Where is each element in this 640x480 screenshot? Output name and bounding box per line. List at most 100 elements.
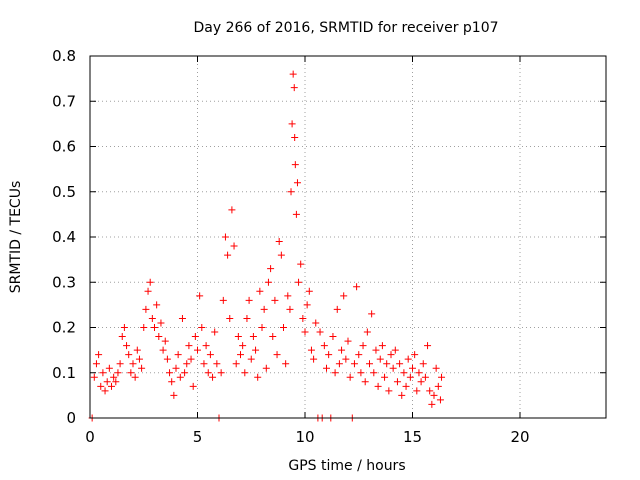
data-point	[301, 328, 309, 336]
tick-labels: 0 5 10 15 20 0 0.1 0.2 0.3 0.4 0.5 0.6 0.7 0.8	[52, 47, 529, 446]
data-point	[174, 351, 182, 359]
y-tick-label: 0.1	[52, 364, 76, 382]
data-point	[151, 324, 158, 331]
data-point	[398, 391, 406, 399]
data-point	[97, 382, 105, 390]
data-point	[234, 333, 242, 341]
y-tick-label: 0.8	[52, 47, 76, 65]
data-point	[239, 342, 247, 350]
data-point	[209, 373, 217, 381]
data-point	[391, 346, 399, 354]
data-point	[320, 342, 328, 350]
data-point	[389, 364, 397, 372]
data-points	[88, 70, 446, 422]
data-point	[189, 382, 197, 390]
data-point	[340, 292, 348, 300]
data-point	[335, 360, 343, 368]
y-tick-label: 0	[66, 409, 76, 427]
data-point	[125, 351, 133, 359]
y-tick-label: 0.3	[52, 273, 76, 291]
data-point	[291, 133, 299, 141]
y-tick-label: 0.2	[52, 319, 76, 337]
data-point	[387, 351, 395, 359]
data-point	[202, 342, 210, 350]
data-point	[361, 378, 369, 386]
data-point	[172, 364, 180, 372]
plot-frame	[89, 55, 607, 419]
data-point	[163, 355, 171, 363]
data-point	[95, 351, 103, 359]
data-point	[90, 373, 98, 381]
data-point	[226, 314, 234, 322]
data-point	[368, 310, 376, 318]
data-point	[230, 242, 238, 250]
data-point	[120, 324, 128, 331]
data-point	[243, 314, 251, 322]
data-point	[108, 382, 115, 390]
data-point	[424, 342, 432, 350]
data-point	[342, 355, 350, 363]
data-point	[219, 296, 227, 304]
data-point	[383, 360, 391, 368]
data-point	[101, 387, 109, 395]
data-point	[262, 364, 270, 372]
x-tick-label: 0	[85, 428, 95, 446]
data-point	[415, 369, 423, 377]
y-tick-label: 0.7	[52, 92, 76, 110]
data-point	[297, 260, 305, 268]
data-point	[277, 251, 285, 259]
data-point	[381, 373, 389, 381]
data-point	[196, 292, 204, 300]
data-point	[374, 382, 382, 390]
data-point	[181, 369, 189, 377]
data-point	[140, 324, 148, 331]
data-point	[191, 333, 199, 341]
data-point	[92, 360, 100, 368]
data-point	[133, 346, 141, 354]
data-point	[299, 314, 307, 322]
data-point	[103, 378, 111, 386]
data-point	[153, 301, 161, 309]
data-point	[183, 360, 191, 368]
data-point	[295, 278, 303, 286]
data-point	[370, 369, 378, 377]
data-point	[413, 387, 421, 395]
data-point	[338, 346, 346, 354]
data-point	[428, 400, 436, 408]
data-point	[333, 305, 341, 313]
data-point	[170, 391, 178, 399]
data-point	[366, 360, 373, 368]
data-point	[289, 70, 297, 78]
data-point	[166, 369, 174, 377]
data-point	[168, 378, 176, 386]
data-point	[385, 387, 393, 395]
axis-ticks	[89, 55, 606, 419]
data-point	[249, 333, 257, 341]
data-point	[288, 120, 296, 128]
data-point	[325, 351, 333, 359]
data-point	[144, 287, 152, 295]
data-point	[224, 251, 232, 259]
data-point	[353, 283, 361, 291]
data-point	[344, 337, 352, 345]
data-point	[148, 314, 156, 322]
data-point	[267, 265, 275, 273]
data-point	[284, 292, 292, 300]
data-point	[432, 364, 440, 372]
data-point	[200, 360, 208, 368]
data-point	[316, 328, 324, 336]
data-point	[155, 333, 163, 341]
data-point	[146, 278, 154, 286]
data-point	[118, 333, 126, 341]
y-tick-label: 0.4	[52, 228, 76, 246]
chart-title: Day 266 of 2016, SRMTID for receiver p10…	[193, 20, 498, 36]
data-point	[194, 346, 201, 354]
data-point	[350, 360, 358, 368]
data-point	[206, 351, 214, 359]
data-point	[393, 378, 401, 386]
data-point	[331, 369, 339, 377]
data-point	[355, 351, 363, 359]
data-point	[346, 373, 354, 381]
